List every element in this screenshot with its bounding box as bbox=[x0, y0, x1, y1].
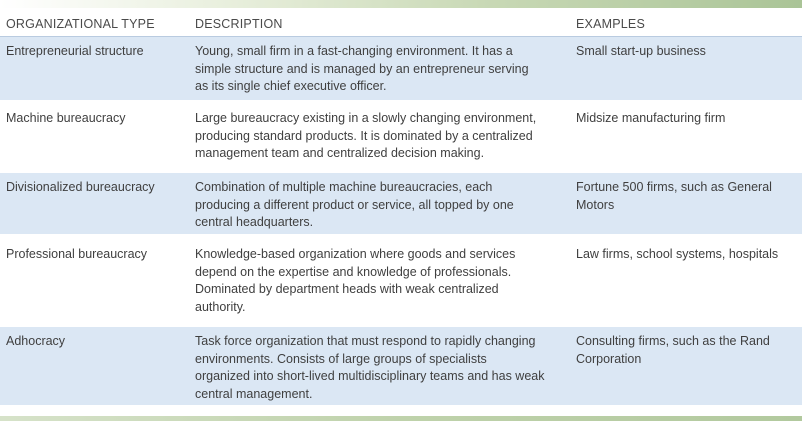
row-type: Entrepreneurial structure bbox=[6, 44, 144, 58]
table-row: Professional bureaucracy Knowledge-based… bbox=[0, 240, 802, 328]
row-type: Divisionalized bureaucracy bbox=[6, 180, 155, 194]
row-type: Professional bureaucracy bbox=[6, 247, 148, 261]
table-row: Entrepreneurial structure Young, small f… bbox=[0, 37, 802, 100]
row-examples: Consulting firms, such as the Rand Corpo… bbox=[576, 334, 770, 366]
header-examples: EXAMPLES bbox=[576, 17, 645, 31]
header-type: ORGANIZATIONAL TYPE bbox=[6, 17, 155, 31]
row-type: Adhocracy bbox=[6, 334, 66, 348]
row-examples: Midsize manufacturing firm bbox=[576, 111, 726, 125]
header-description: DESCRIPTION bbox=[195, 17, 283, 31]
table-row: Machine bureaucracy Large bureaucracy ex… bbox=[0, 104, 802, 174]
top-rule bbox=[0, 0, 802, 8]
row-examples: Law firms, school systems, hospitals bbox=[576, 247, 779, 261]
table-header: ORGANIZATIONAL TYPE DESCRIPTION EXAMPLES bbox=[0, 8, 802, 37]
table-row: Divisionalized bureaucracy Combination o… bbox=[0, 173, 802, 234]
row-examples: Fortune 500 firms, such as General Motor… bbox=[576, 180, 772, 212]
row-description: Combination of multiple machine bureaucr… bbox=[195, 180, 514, 229]
row-type: Machine bureaucracy bbox=[6, 111, 126, 125]
row-description: Knowledge-based organization where goods… bbox=[195, 247, 516, 314]
table-row: Adhocracy Task force organization that m… bbox=[0, 327, 802, 405]
row-examples: Small start-up business bbox=[576, 44, 706, 58]
row-description: Young, small firm in a fast-changing env… bbox=[195, 44, 529, 93]
row-description: Task force organization that must respon… bbox=[195, 334, 545, 401]
row-description: Large bureaucracy existing in a slowly c… bbox=[195, 111, 537, 160]
bottom-rule bbox=[0, 416, 802, 421]
